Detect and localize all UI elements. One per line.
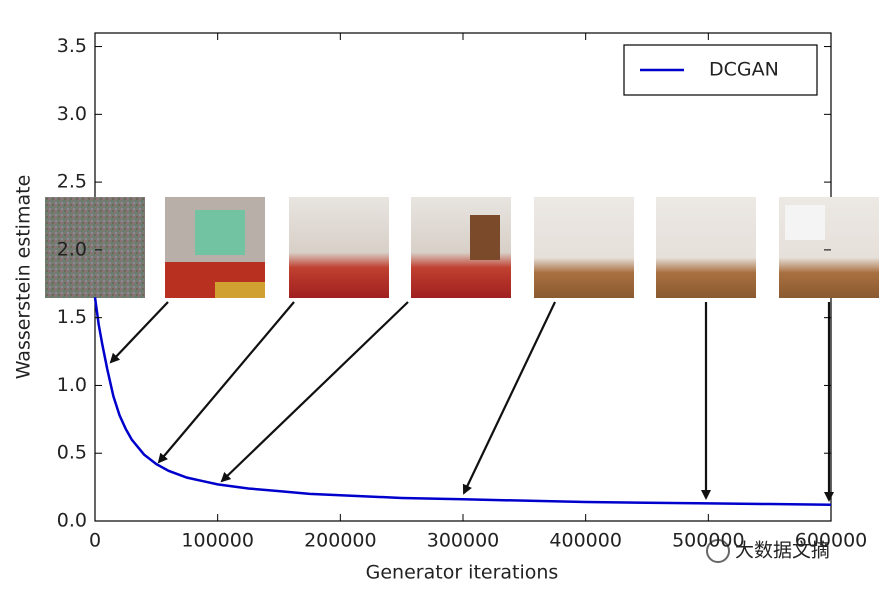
legend: DCGAN bbox=[623, 44, 818, 96]
legend-label: DCGAN bbox=[709, 59, 779, 81]
arrows bbox=[109, 301, 834, 502]
y-tick-label: 2.5 bbox=[57, 171, 87, 193]
y-tick-label: 0.0 bbox=[57, 510, 87, 532]
y-tick-label: 2.0 bbox=[57, 238, 87, 260]
data-line bbox=[93, 297, 832, 506]
y-tick-label: 1.5 bbox=[57, 306, 87, 328]
x-tick-label: 500000 bbox=[672, 530, 745, 552]
sample-images bbox=[45, 197, 879, 298]
watermark: 大数据文摘 bbox=[706, 539, 830, 563]
x-axis-label: Generator iterations bbox=[366, 562, 559, 584]
x-tick-label: 100000 bbox=[181, 530, 254, 552]
watermark-text: 大数据文摘 bbox=[735, 540, 830, 562]
y-tick-label: 3.0 bbox=[57, 103, 87, 125]
x-tick-label: 600000 bbox=[795, 530, 868, 552]
y-tick-label: 3.5 bbox=[57, 35, 87, 57]
y-tick-label: 1.0 bbox=[57, 374, 87, 396]
y-axis-label: Wasserstein estimate bbox=[13, 175, 35, 380]
x-tick-label: 400000 bbox=[549, 530, 622, 552]
x-tick-label: 200000 bbox=[304, 530, 377, 552]
x-tick-label: 300000 bbox=[427, 530, 500, 552]
x-tick-label: 0 bbox=[89, 530, 101, 552]
y-tick-label: 0.5 bbox=[57, 442, 87, 464]
